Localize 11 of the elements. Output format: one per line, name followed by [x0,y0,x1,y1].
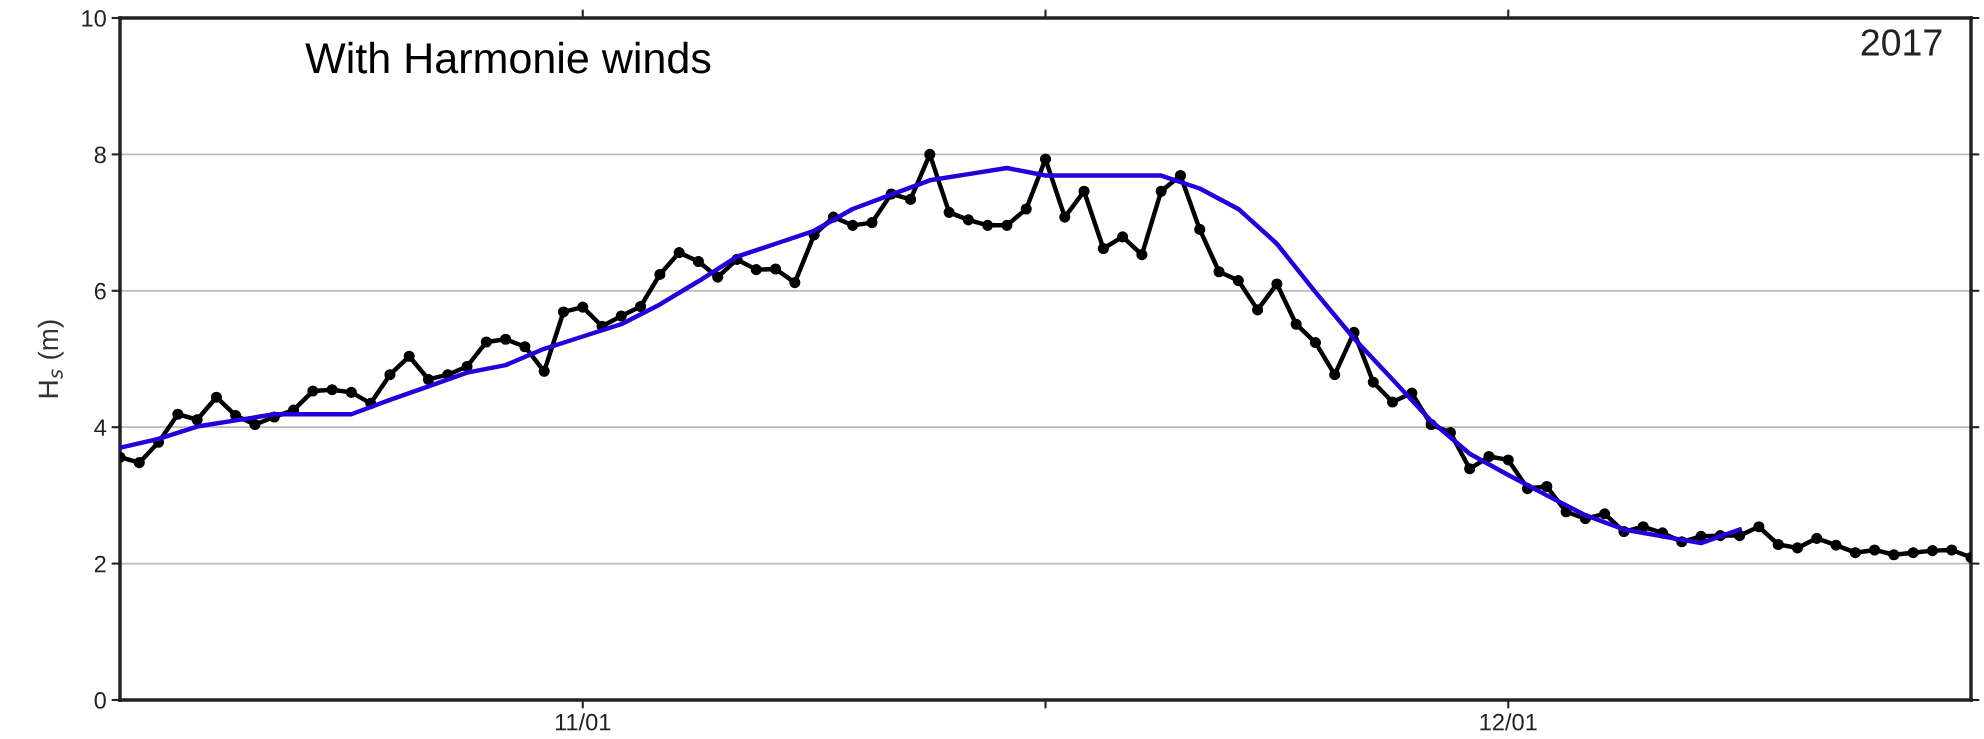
y-tick-label: 8 [94,146,106,164]
x-tick-label: 11/01 [555,713,611,731]
y-tick-label: 2 [94,555,106,573]
y-tick-label: 6 [94,282,106,300]
y-tick-label: 4 [94,419,107,436]
annotation: 2017 [1861,29,1942,56]
y-tick-label: 10 [82,10,106,27]
chart-title: With Harmonie winds [305,41,711,74]
y-axis-title: H$_{s}$ (m) [37,320,64,398]
x-tick-label: 12/01 [1480,713,1537,731]
y-tick-label: 0 [94,692,106,709]
